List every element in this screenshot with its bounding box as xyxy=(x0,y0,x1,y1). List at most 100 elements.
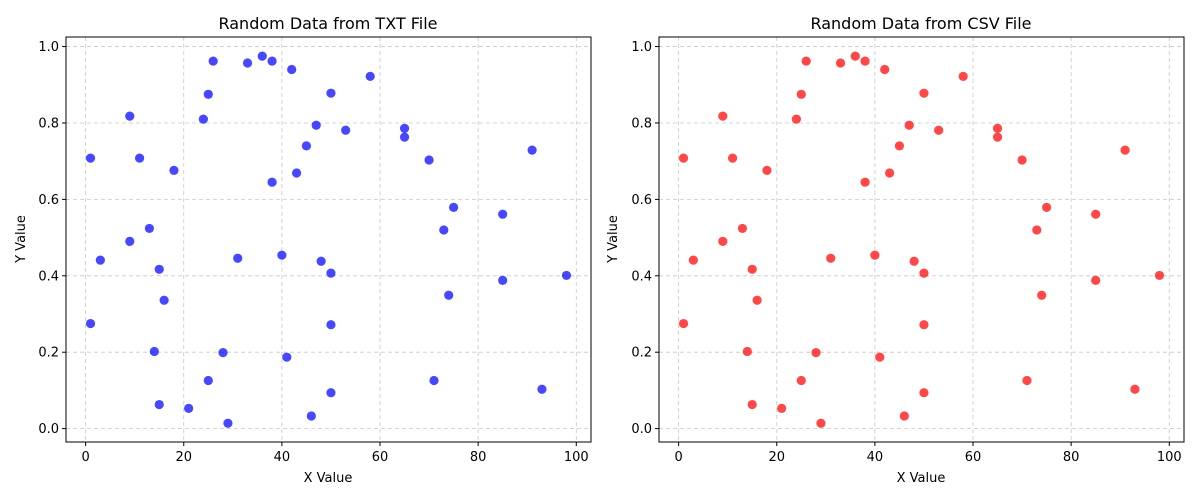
data-point xyxy=(223,418,233,428)
y-tick-label: 0.0 xyxy=(38,422,59,437)
data-point xyxy=(777,403,787,413)
data-point xyxy=(429,375,439,386)
y-tick-label: 1.0 xyxy=(38,40,59,55)
data-point xyxy=(203,375,213,386)
y-tick-label: 0.2 xyxy=(631,346,652,361)
x-tick-label: 60 xyxy=(372,450,389,465)
y-tick-label: 0.6 xyxy=(631,193,652,208)
data-point xyxy=(316,256,326,266)
data-point xyxy=(919,268,929,278)
data-point xyxy=(860,56,870,66)
data-point xyxy=(144,223,155,234)
chart-title: Random Data from CSV File xyxy=(810,14,1031,33)
x-tick-label: 0 xyxy=(81,450,89,465)
data-point xyxy=(159,295,169,305)
data-point xyxy=(399,123,410,133)
data-point xyxy=(678,318,689,329)
data-point xyxy=(134,153,145,163)
data-point xyxy=(885,168,895,178)
data-point xyxy=(203,89,213,99)
data-point xyxy=(326,268,336,278)
data-point xyxy=(424,155,434,165)
data-point xyxy=(154,264,164,274)
data-point xyxy=(1154,270,1165,281)
data-point xyxy=(149,346,159,357)
data-point xyxy=(875,352,885,362)
data-point xyxy=(399,132,410,142)
data-point xyxy=(992,123,1003,133)
data-point xyxy=(796,89,806,99)
x-axis-label: X Value xyxy=(897,471,946,486)
data-point xyxy=(860,177,870,187)
y-tick-label: 0.0 xyxy=(631,422,652,437)
data-point xyxy=(919,320,929,330)
data-point xyxy=(904,120,914,130)
data-point xyxy=(1120,145,1130,155)
data-point xyxy=(125,236,135,247)
data-point xyxy=(1037,290,1047,300)
data-point xyxy=(992,132,1003,142)
data-point xyxy=(287,64,297,75)
data-point xyxy=(341,125,351,135)
data-point xyxy=(439,225,449,235)
data-point xyxy=(826,253,836,263)
data-point xyxy=(752,295,762,305)
data-point xyxy=(326,88,336,98)
x-tick-label: 80 xyxy=(1063,450,1080,465)
data-point xyxy=(850,51,860,61)
y-axis-label: Y Value xyxy=(606,215,621,264)
data-point xyxy=(718,111,728,121)
data-point xyxy=(267,177,277,187)
x-tick-label: 20 xyxy=(175,450,192,465)
data-point xyxy=(747,399,757,410)
data-point xyxy=(208,56,218,66)
data-point xyxy=(444,290,454,300)
data-point xyxy=(301,141,312,151)
data-point xyxy=(919,88,929,98)
y-tick-label: 0.4 xyxy=(631,269,652,284)
data-point xyxy=(880,64,890,75)
data-point xyxy=(326,388,336,398)
data-point xyxy=(737,223,748,234)
chart-title: Random Data from TXT File xyxy=(218,14,437,33)
data-point xyxy=(1032,225,1042,235)
y-tick-label: 0.6 xyxy=(38,193,59,208)
data-point xyxy=(791,114,801,124)
data-point xyxy=(899,411,909,421)
data-point xyxy=(326,320,336,330)
data-point xyxy=(449,202,459,213)
data-point xyxy=(718,236,728,247)
data-point xyxy=(311,120,321,130)
data-point xyxy=(242,58,253,68)
data-point xyxy=(233,253,243,263)
x-tick-label: 100 xyxy=(1157,450,1182,465)
data-point xyxy=(95,255,105,265)
data-point xyxy=(811,347,821,358)
data-point xyxy=(267,56,277,66)
data-point xyxy=(154,399,164,410)
y-tick-label: 0.2 xyxy=(38,346,59,361)
data-point xyxy=(1091,275,1101,285)
data-point xyxy=(1130,384,1140,394)
data-point xyxy=(919,388,929,398)
data-point xyxy=(218,347,228,358)
data-point xyxy=(277,250,287,260)
data-point xyxy=(306,411,316,421)
data-point xyxy=(527,145,537,155)
data-point xyxy=(796,375,806,386)
data-point xyxy=(742,346,752,357)
x-tick-label: 40 xyxy=(274,450,291,465)
data-point xyxy=(365,71,375,81)
y-tick-label: 0.8 xyxy=(38,116,59,131)
data-point xyxy=(498,275,508,285)
data-point xyxy=(125,111,135,121)
plot-frame xyxy=(658,36,1185,443)
data-point xyxy=(909,256,919,266)
data-point xyxy=(894,141,905,151)
data-point xyxy=(198,114,208,124)
data-point xyxy=(835,58,846,68)
data-point xyxy=(537,384,547,394)
plot-frame xyxy=(65,36,592,443)
data-point xyxy=(257,51,267,61)
